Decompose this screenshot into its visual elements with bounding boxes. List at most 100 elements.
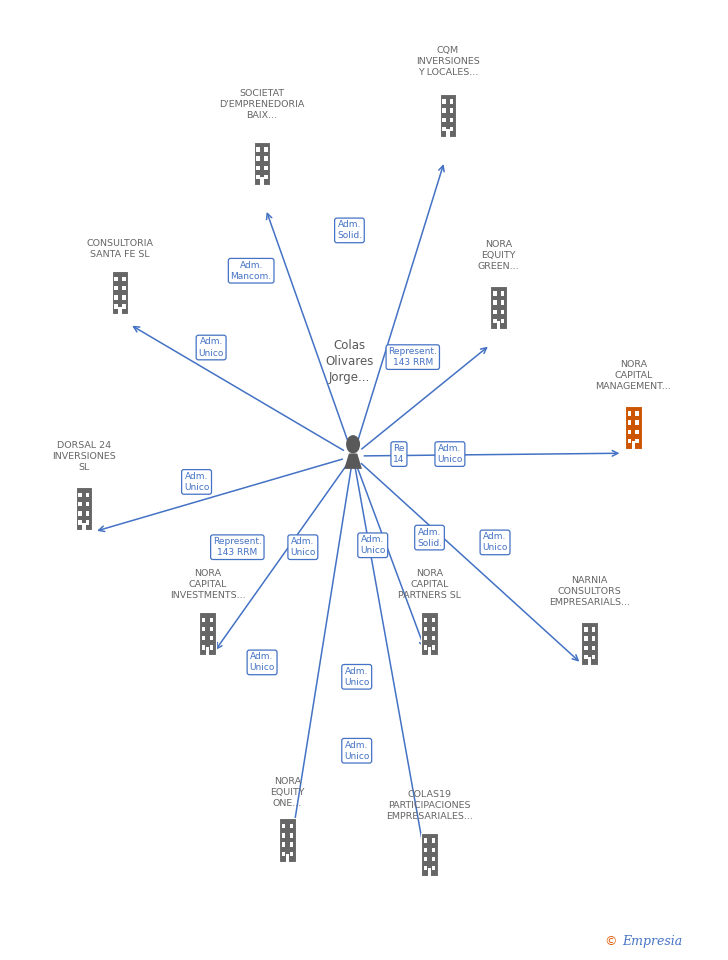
Bar [264,156,268,160]
Bar [256,166,260,170]
Bar [282,824,285,828]
Bar [261,177,264,184]
Bar [432,636,435,640]
Bar [628,411,631,416]
Text: COLAS19
PARTICIPACIONES
EMPRESARIALES...: COLAS19 PARTICIPACIONES EMPRESARIALES... [386,789,473,821]
Bar [588,657,591,664]
Bar [592,655,596,660]
Bar [497,321,500,328]
Bar [424,636,427,640]
Circle shape [346,435,360,453]
Bar [210,627,213,631]
Bar [628,420,631,424]
Text: Adm.
Unico: Adm. Unico [344,741,369,760]
Bar [424,866,427,871]
Bar [86,492,90,497]
Text: Adm.
Unico: Adm. Unico [184,472,209,492]
Bar [424,617,427,622]
Bar [501,300,505,304]
Bar [82,522,85,530]
Bar [424,645,427,650]
Bar [424,848,427,852]
Bar [440,93,456,136]
Bar [432,617,435,622]
Bar [584,636,587,640]
Bar [446,129,449,136]
Bar [493,310,496,314]
Bar [422,832,438,876]
Bar [210,636,213,640]
Bar [86,520,90,525]
Text: Adm.
Unico: Adm. Unico [438,444,462,464]
Bar [290,852,293,856]
Text: NORA
EQUITY
GREEN...: NORA EQUITY GREEN... [478,239,520,271]
Bar [78,512,82,516]
Text: Adm.
Mancom.: Adm. Mancom. [231,261,272,280]
Bar [432,848,435,852]
Text: Represent.
143 RRM: Represent. 143 RRM [213,538,262,557]
Bar [114,304,118,309]
Bar [256,156,260,160]
Bar [86,512,90,516]
Bar [286,853,289,862]
Bar [584,655,587,660]
Bar [264,147,268,152]
Bar [501,291,505,296]
Bar [628,430,631,434]
Bar [256,147,260,152]
Bar [282,852,285,856]
Bar [282,843,285,847]
Bar [422,612,438,655]
Bar [450,99,454,104]
Bar [114,296,118,300]
Bar [584,627,587,632]
Bar [122,286,126,290]
Bar [424,627,427,631]
Bar [78,502,82,506]
Bar [202,617,205,622]
Bar [584,646,587,650]
Bar [78,492,82,497]
Polygon shape [344,453,362,468]
Bar [202,645,205,650]
Bar [582,622,598,664]
Text: Colas
Olivares
Jorge...: Colas Olivares Jorge... [325,339,373,384]
Bar [264,175,268,180]
Bar [625,405,641,448]
Text: NORA
CAPITAL
INVESTMENTS...: NORA CAPITAL INVESTMENTS... [170,568,245,600]
Bar [210,645,213,650]
Bar [254,141,270,184]
Bar [424,857,427,861]
Bar [493,300,496,304]
Text: Adm.
Unico: Adm. Unico [483,533,507,552]
Bar [122,296,126,300]
Bar [628,439,631,444]
Bar [592,646,596,650]
Bar [114,286,118,290]
Bar [282,833,285,837]
Text: Adm.
Unico: Adm. Unico [199,338,223,357]
Bar [442,108,446,112]
Bar [450,108,454,112]
Bar [636,420,639,424]
Bar [428,647,431,655]
Text: CONSULTORIA
SANTA FE SL: CONSULTORIA SANTA FE SL [87,239,154,259]
Bar [491,285,507,328]
Bar [442,99,446,104]
Bar [264,166,268,170]
Text: NARNIA
CONSULTORS
EMPRESARIALS...: NARNIA CONSULTORS EMPRESARIALS... [549,576,630,607]
Bar [202,627,205,631]
Text: DORSAL 24
INVERSIONES
SL: DORSAL 24 INVERSIONES SL [52,442,116,472]
Bar [450,127,454,132]
Text: Adm.
Solid.: Adm. Solid. [417,528,442,547]
Text: Adm.
Solid.: Adm. Solid. [337,221,362,240]
Bar [501,319,505,324]
Text: NORA
CAPITAL
MANAGEMENT...: NORA CAPITAL MANAGEMENT... [596,359,671,391]
Bar [636,411,639,416]
Text: Represent.
143 RRM: Represent. 143 RRM [388,348,438,367]
Bar [592,627,596,632]
Bar [290,824,293,828]
Bar [290,833,293,837]
Bar [280,818,296,862]
Bar [424,838,427,843]
